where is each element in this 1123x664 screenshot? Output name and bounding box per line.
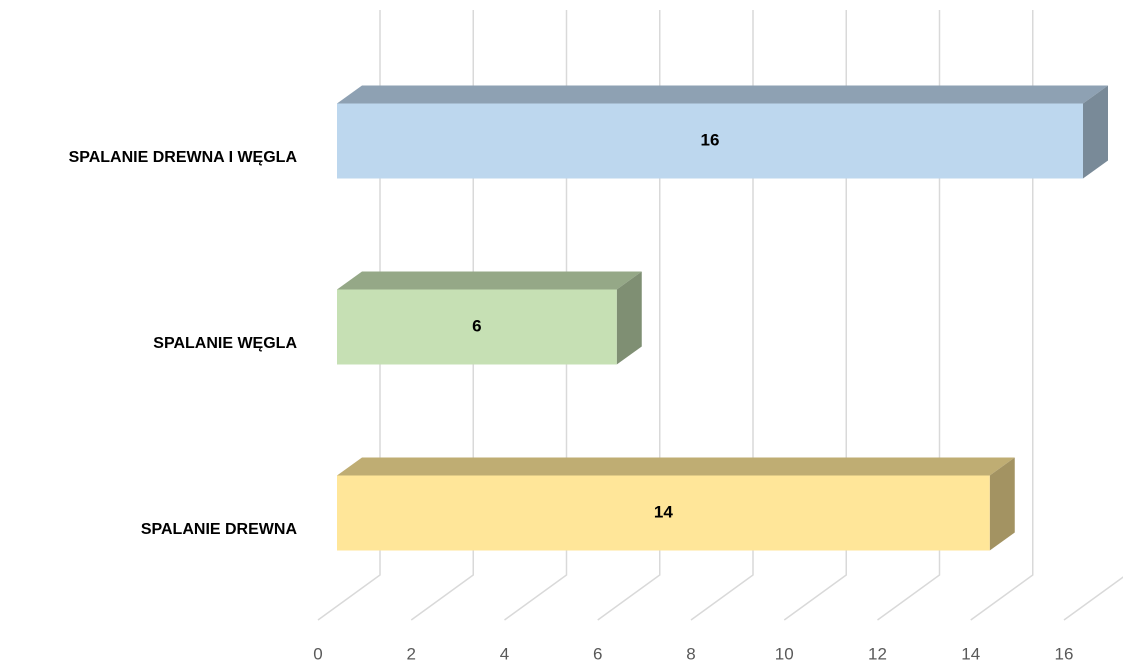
x-tick-label: 10 (775, 644, 794, 663)
x-tick-label: 0 (313, 644, 322, 663)
grid-line (877, 10, 941, 621)
grid-line (970, 10, 1034, 621)
x-tick-label: 8 (686, 644, 695, 663)
x-tick-label: 16 (1055, 644, 1074, 663)
x-tick-label: 2 (407, 644, 416, 663)
grid-line (410, 10, 474, 621)
grid-line (1063, 576, 1123, 621)
bar-top (337, 271, 642, 290)
bar-front (337, 103, 1083, 179)
x-tick-label: 6 (593, 644, 602, 663)
y-tick-label: SPALANIE WĘGLA (153, 335, 297, 352)
bar (337, 271, 642, 365)
bar-top (337, 85, 1108, 104)
x-tick-label: 4 (500, 644, 509, 663)
x-tick-label: 14 (961, 644, 980, 663)
x-tick-label: 12 (868, 644, 887, 663)
value-label: 6 (472, 316, 481, 335)
grid-line (317, 10, 381, 621)
y-tick-label: SPALANIE DREWNA (141, 521, 298, 538)
grid-line (597, 10, 661, 621)
bar-side (616, 271, 642, 365)
bar (337, 85, 1108, 179)
bar (337, 457, 1015, 551)
bar-side (1083, 85, 1108, 179)
grid-line (783, 10, 847, 621)
y-tick-label: SPALANIE DREWNA I WĘGLA (69, 149, 298, 166)
grid-line (690, 10, 754, 621)
value-label: 14 (654, 502, 673, 521)
value-label: 16 (701, 130, 720, 149)
bar-front (337, 475, 990, 551)
bar-front (337, 289, 617, 365)
grid-line (504, 10, 568, 621)
bar-side (989, 457, 1015, 551)
bar-top (337, 457, 1015, 476)
